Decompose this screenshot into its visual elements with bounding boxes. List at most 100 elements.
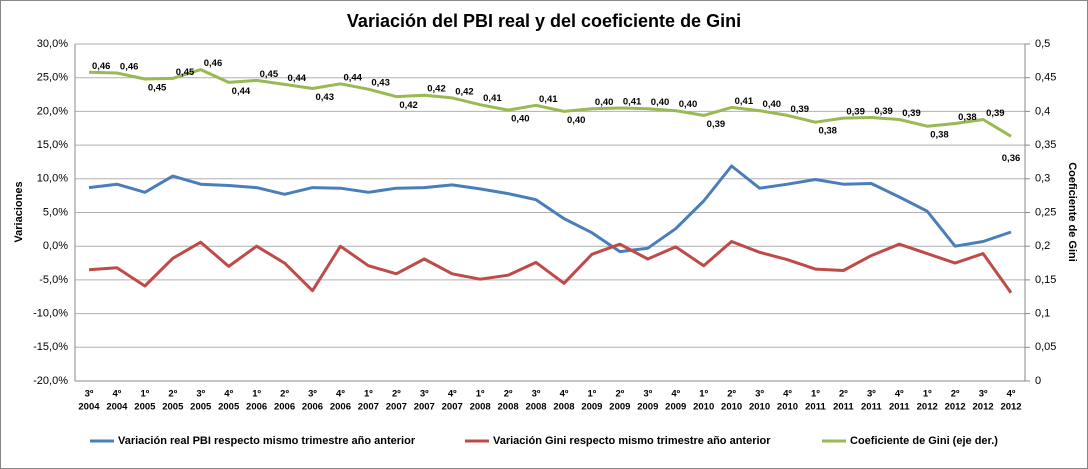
data-label: 0,42 (399, 100, 418, 111)
x-tick-label: 4º (560, 389, 569, 400)
legend-label: Variación Gini respecto mismo trimestre … (493, 435, 771, 447)
data-label: 0,46 (120, 61, 139, 72)
data-label: 0,45 (260, 69, 279, 80)
data-label: 0,39 (707, 119, 726, 130)
data-label: 0,38 (930, 130, 949, 141)
x-tick-label: 3º (196, 389, 205, 400)
data-label: 0,40 (567, 115, 586, 126)
y2-tick-label: 0,5 (1035, 38, 1050, 50)
x-tick-label: 2009 (609, 402, 630, 413)
x-tick-label: 4º (671, 389, 680, 400)
x-tick-label: 2º (504, 389, 513, 400)
data-label: 0,40 (679, 99, 698, 110)
x-tick-label: 2011 (861, 402, 882, 413)
y2-tick-label: 0,2 (1035, 240, 1050, 252)
data-label: 0,44 (288, 73, 307, 84)
x-tick-label: 3º (308, 389, 317, 400)
data-label: 0,38 (958, 112, 977, 123)
y-tick-label: 20,0% (37, 105, 68, 117)
x-tick-label: 3º (532, 389, 541, 400)
x-tick-label: 2009 (581, 402, 602, 413)
data-label: 0,39 (791, 104, 810, 115)
x-tick-label: 2005 (134, 402, 156, 413)
data-label: 0,44 (232, 86, 251, 97)
y2-tick-label: 0,3 (1035, 173, 1050, 185)
data-label: 0,39 (986, 108, 1005, 119)
data-label: 0,43 (371, 78, 390, 89)
x-tick-label: 4º (783, 389, 792, 400)
x-tick-label: 2010 (777, 402, 798, 413)
x-tick-label: 2008 (553, 402, 574, 413)
x-tick-label: 2004 (78, 402, 100, 413)
series-line (88, 240, 1013, 294)
series-line (88, 68, 1012, 138)
x-tick-label: 1º (252, 389, 261, 400)
x-tick-label: 2006 (246, 402, 267, 413)
y2-tick-label: 0,45 (1035, 72, 1056, 84)
x-tick-label: 2º (280, 389, 289, 400)
x-tick-label: 1º (699, 389, 708, 400)
x-tick-label: 1º (811, 389, 820, 400)
x-tick-label: 1º (140, 389, 149, 400)
x-tick-label: 2007 (442, 402, 463, 413)
x-tick-label: 2012 (945, 402, 966, 413)
data-label: 0,46 (204, 58, 223, 69)
x-tick-label: 1º (476, 389, 485, 400)
x-tick-label: 1º (923, 389, 932, 400)
x-tick-label: 2009 (637, 402, 658, 413)
y-tick-label: 15,0% (37, 139, 68, 151)
x-tick-label: 2005 (190, 402, 212, 413)
data-label: 0,40 (511, 114, 530, 125)
x-tick-label: 2º (839, 389, 848, 400)
x-tick-label: 3º (420, 389, 429, 400)
x-tick-label: 4º (1007, 389, 1016, 400)
data-label: 0,39 (902, 108, 921, 119)
x-tick-label: 3º (643, 389, 652, 400)
y-tick-label: 5,0% (43, 206, 68, 218)
x-tick-label: 2007 (414, 402, 435, 413)
x-tick-label: 2008 (470, 402, 491, 413)
series-line (88, 164, 1012, 254)
data-label: 0,38 (818, 126, 837, 137)
data-label: 0,45 (148, 83, 167, 94)
data-label: 0,40 (595, 97, 614, 108)
y-tick-label: 10,0% (37, 173, 68, 185)
legend-label: Variación real PBI respecto mismo trimes… (118, 435, 416, 447)
x-tick-label: 3º (85, 389, 94, 400)
data-label: 0,41 (623, 97, 642, 108)
x-tick-label: 4º (224, 389, 233, 400)
data-label: 0,41 (539, 94, 558, 105)
x-tick-label: 2º (615, 389, 624, 400)
y2-tick-label: 0,1 (1035, 308, 1050, 320)
data-label: 0,40 (651, 97, 670, 108)
x-tick-label: 2008 (525, 402, 546, 413)
x-tick-label: 2007 (358, 402, 379, 413)
x-tick-label: 2º (727, 389, 736, 400)
x-tick-label: 2008 (498, 402, 519, 413)
y2-tick-label: 0,15 (1035, 274, 1056, 286)
x-tick-label: 2005 (162, 402, 184, 413)
x-tick-label: 1º (588, 389, 597, 400)
x-tick-label: 2º (168, 389, 177, 400)
y2-axis-title: Coeficiente de Gini (1066, 162, 1078, 262)
x-tick-label: 2012 (973, 402, 994, 413)
y-tick-label: 30,0% (37, 38, 68, 50)
chart-title: Variación del PBI real y del coeficiente… (347, 11, 741, 31)
y-tick-label: -10,0% (33, 308, 68, 320)
x-tick-label: 2006 (302, 402, 323, 413)
y-tick-label: -20,0% (33, 375, 68, 387)
x-tick-label: 2011 (833, 402, 854, 413)
data-label: 0,46 (92, 61, 111, 72)
x-tick-label: 2010 (693, 402, 714, 413)
data-label: 0,44 (343, 72, 362, 83)
data-label: 0,42 (455, 86, 474, 97)
data-label: 0,40 (763, 99, 782, 110)
x-tick-label: 2º (392, 389, 401, 400)
x-tick-label: 2012 (917, 402, 938, 413)
legend-label: Coeficiente de Gini (eje der.) (850, 435, 998, 447)
x-tick-label: 2010 (749, 402, 770, 413)
x-tick-label: 2004 (106, 402, 128, 413)
x-tick-label: 1º (364, 389, 373, 400)
